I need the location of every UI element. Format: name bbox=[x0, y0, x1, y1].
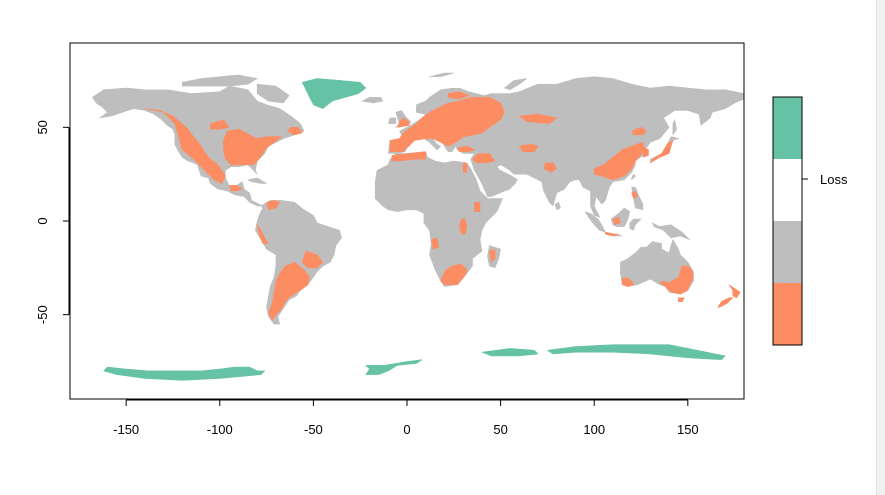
cuba-region bbox=[247, 177, 267, 184]
legend-swatch bbox=[773, 159, 802, 221]
sulawesi-region bbox=[629, 218, 642, 231]
australia-loss-sw-region bbox=[621, 276, 634, 287]
siberia-loss-region bbox=[518, 113, 558, 124]
taiwan-region bbox=[631, 173, 636, 181]
x-tick-label: -100 bbox=[207, 422, 233, 437]
africa-loss-nile-region bbox=[462, 162, 468, 173]
x-tick-label: 0 bbox=[403, 422, 410, 437]
na-loss-west-region bbox=[144, 108, 226, 184]
iceland-region bbox=[361, 97, 384, 104]
south-america-region bbox=[255, 200, 342, 325]
legend-frame bbox=[772, 96, 803, 346]
new-guinea-region bbox=[651, 222, 691, 240]
korea-loss-region bbox=[642, 147, 649, 158]
y-tick-label: -50 bbox=[35, 305, 50, 324]
na-loss-central-region bbox=[228, 185, 243, 192]
sa-loss-south-region bbox=[268, 261, 310, 321]
y-axis: -50 0 50 bbox=[35, 120, 70, 324]
central-asia-loss-region bbox=[518, 143, 539, 152]
novaya-zemlya-region bbox=[504, 78, 528, 91]
x-tick-label: 150 bbox=[677, 422, 699, 437]
antarctica-west-region bbox=[103, 366, 266, 381]
baffin-island-region bbox=[256, 83, 290, 104]
new-zealand-north-region bbox=[728, 284, 741, 299]
sri-lanka-region bbox=[554, 202, 561, 211]
map-layer bbox=[92, 72, 744, 381]
java-loss-region bbox=[605, 231, 619, 237]
svalbard-region bbox=[429, 72, 455, 77]
na-loss-east-region bbox=[223, 128, 282, 166]
africa-loss-horn-region bbox=[474, 202, 481, 212]
legend-label: Loss bbox=[820, 172, 848, 187]
japan-loss-region bbox=[650, 140, 674, 164]
africa-loss-central-region bbox=[430, 237, 440, 250]
borneo-loss-region bbox=[612, 217, 621, 225]
northeast-asia-loss-region bbox=[631, 127, 647, 136]
legend: Loss bbox=[772, 96, 848, 346]
new-zealand-south-region bbox=[717, 297, 734, 308]
legend-swatch bbox=[773, 283, 802, 345]
europe-loss-region bbox=[389, 97, 505, 152]
y-tick-label: 0 bbox=[35, 217, 50, 224]
x-tick-label: 100 bbox=[583, 422, 605, 437]
y-tick-label: 50 bbox=[35, 120, 50, 134]
x-tick-label: 50 bbox=[493, 422, 507, 437]
antarctica-east-1-region bbox=[481, 348, 539, 357]
antarctica-east-2-region bbox=[547, 344, 726, 361]
ireland-region bbox=[387, 117, 397, 124]
greenland-region bbox=[301, 78, 367, 109]
iberia-loss-region bbox=[389, 140, 408, 152]
philippines-loss-region bbox=[631, 190, 638, 199]
borneo-region bbox=[610, 207, 631, 227]
china-loss-region bbox=[593, 142, 646, 181]
sa-loss-brazil-region bbox=[301, 250, 324, 269]
middle-east-loss-region bbox=[472, 153, 496, 164]
scrollbar-track[interactable] bbox=[876, 0, 885, 495]
sa-loss-north-region bbox=[266, 200, 281, 211]
na-loss-gulf-region bbox=[286, 127, 303, 136]
africa-loss-south-region bbox=[440, 263, 468, 286]
turkey-loss-region bbox=[457, 145, 475, 152]
uk-loss-region bbox=[397, 117, 410, 128]
canadian-archipelago-region bbox=[182, 74, 258, 87]
antarctica-peninsula-region bbox=[365, 359, 423, 375]
africa-loss-maghreb-region bbox=[391, 151, 427, 162]
legend-swatch bbox=[773, 221, 802, 283]
arabia-fill-region bbox=[474, 168, 516, 197]
india-loss-region bbox=[543, 162, 558, 173]
sakhalin-region bbox=[672, 119, 677, 136]
x-axis: -150 -100 -50 0 50 100 150 bbox=[113, 399, 699, 437]
plot-frame bbox=[69, 42, 745, 400]
australia-loss-se-region bbox=[659, 265, 694, 295]
x-tick-label: -150 bbox=[113, 422, 139, 437]
tasmania-loss-region bbox=[678, 297, 685, 302]
legend-swatch bbox=[773, 97, 802, 159]
africa-loss-east-region bbox=[459, 218, 468, 235]
madagascar-loss-region bbox=[489, 248, 496, 263]
na-loss-north-region bbox=[210, 119, 230, 130]
africa-region bbox=[374, 151, 503, 287]
legend-swatches bbox=[773, 97, 802, 345]
sa-loss-west-region bbox=[256, 224, 269, 244]
x-tick-label: -50 bbox=[304, 422, 323, 437]
europe-loss-north-region bbox=[447, 91, 470, 100]
